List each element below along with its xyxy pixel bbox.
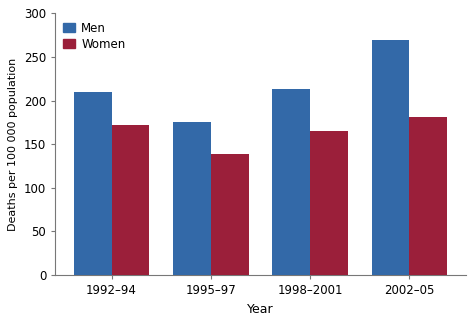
Bar bbox=[273, 89, 310, 275]
Bar bbox=[111, 125, 149, 275]
Bar bbox=[372, 40, 409, 275]
Bar bbox=[74, 92, 111, 275]
Bar bbox=[310, 131, 348, 275]
Legend: Men, Women: Men, Women bbox=[61, 19, 128, 53]
Bar bbox=[409, 117, 447, 275]
Bar bbox=[173, 122, 211, 275]
X-axis label: Year: Year bbox=[247, 303, 273, 316]
Bar bbox=[211, 154, 248, 275]
Y-axis label: Deaths per 100 000 population: Deaths per 100 000 population bbox=[9, 58, 18, 231]
